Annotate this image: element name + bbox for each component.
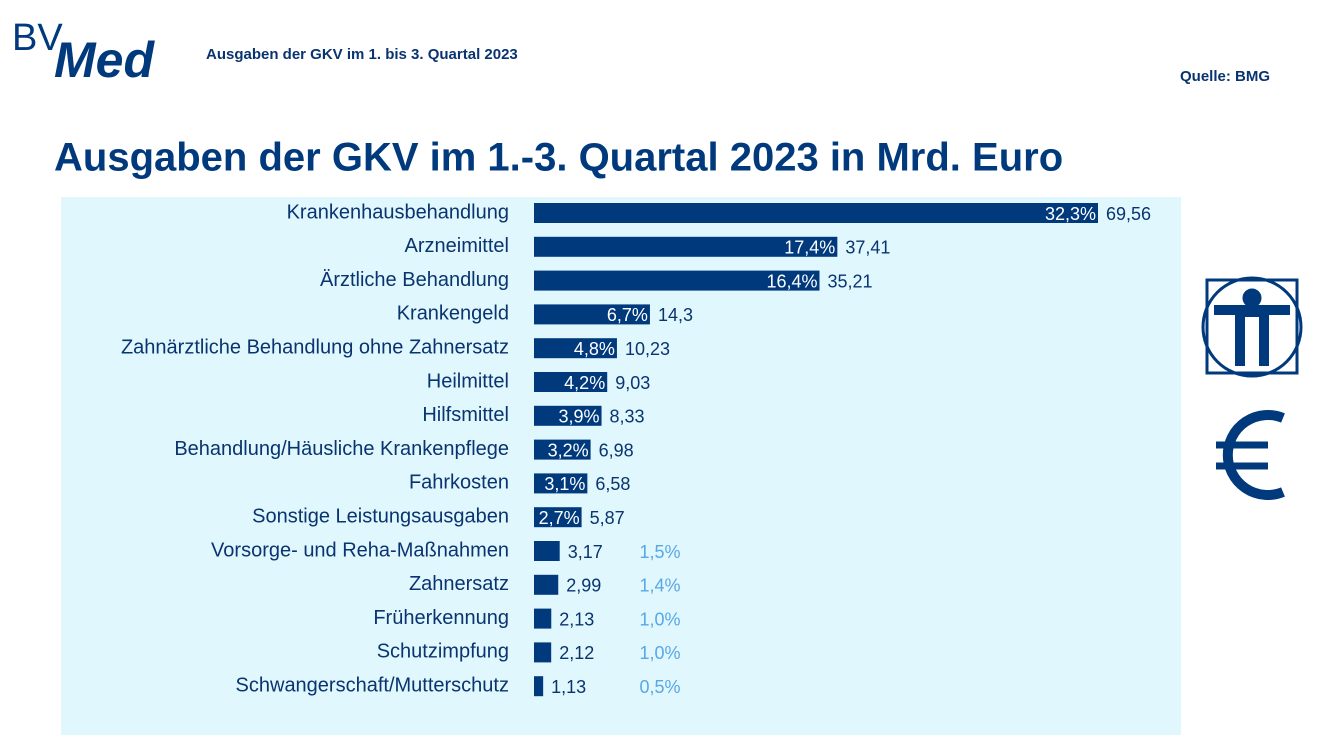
category-label: Heilmittel [427,370,509,392]
value-label: 5,87 [590,508,625,528]
icon-person [1201,276,1303,378]
category-label: Früherkennung [373,607,509,629]
category-label: Schwangerschaft/Mutterschutz [236,674,509,696]
value-label: 9,03 [615,373,650,393]
share-label: 32,3% [1045,204,1096,224]
category-label: Sonstige Leistungsausgaben [252,505,509,527]
category-label: Arzneimittel [405,235,509,257]
bar [534,372,608,392]
bar [534,676,544,697]
category-label: Vorsorge- und Reha-Maßnahmen [211,539,509,561]
value-label: 1,13 [551,677,586,697]
value-label: 6,98 [599,440,634,460]
bar [534,642,552,663]
category-label: Zahnärztliche Behandlung ohne Zahnersatz [121,336,509,358]
logo-left: BV [12,17,63,59]
value-label: 6,58 [595,474,630,494]
bar [534,574,559,595]
value-label: 37,41 [845,238,890,258]
bar [534,608,552,629]
bar [534,439,591,460]
bar [534,270,820,291]
value-label: 2,12 [559,643,594,663]
share-label: 17,4% [784,238,835,258]
share-label: 4,8% [574,339,615,359]
bar [534,405,602,426]
bar [534,236,838,257]
value-label: 8,33 [610,407,645,427]
share-label: 1,0% [639,609,680,629]
share-label: 3,9% [559,407,600,427]
category-label: Fahrkosten [409,472,509,494]
bar [534,203,1098,223]
category-label: Schutzimpfung [377,641,509,663]
logo-right: Med [54,32,155,88]
category-label: Krankengeld [397,303,509,325]
category-label: Ärztliche Behandlung [320,269,509,291]
bar [534,473,588,494]
icon-euro [1216,410,1285,500]
value-label: 69,56 [1106,204,1151,224]
value-label: 14,3 [658,305,693,325]
category-label: Zahnersatz [409,573,509,595]
share-label: 1,0% [639,643,680,663]
chart-title: Ausgaben der GKV im 1.-3. Quartal 2023 i… [54,136,1063,180]
share-label: 2,7% [539,508,580,528]
share-label: 6,7% [607,305,648,325]
value-label: 2,99 [566,576,601,596]
share-label: 16,4% [766,271,817,291]
category-label: Krankenhausbehandlung [287,201,509,223]
share-label: 1,4% [639,576,680,596]
bar [534,507,582,528]
category-label: Hilfsmittel [422,404,509,426]
value-label: 35,21 [827,271,872,291]
value-label: 3,17 [568,542,603,562]
subtitle: Ausgaben der GKV im 1. bis 3. Quartal 20… [206,46,518,63]
share-label: 4,2% [564,373,605,393]
share-label: 3,2% [548,440,589,460]
source: Quelle: BMG [1180,68,1270,85]
bar [534,304,650,325]
share-label: 0,5% [639,677,680,697]
value-label: 10,23 [625,339,670,359]
value-label: 2,13 [559,609,594,629]
share-label: 1,5% [639,542,680,562]
bar [534,541,560,561]
category-label: Behandlung/Häusliche Krankenpflege [174,438,509,460]
bar [534,338,617,359]
share-label: 3,1% [544,474,585,494]
